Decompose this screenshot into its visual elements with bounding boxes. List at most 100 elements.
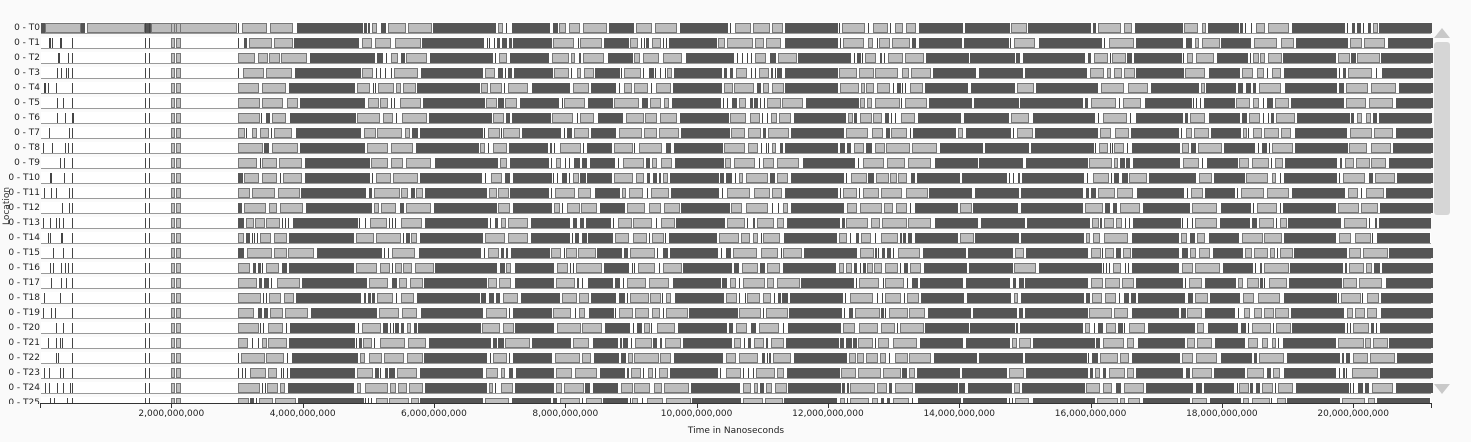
function-region[interactable] (262, 338, 268, 348)
busy-region[interactable] (553, 23, 559, 33)
function-region[interactable] (1357, 113, 1363, 123)
busy-region[interactable] (1397, 353, 1433, 363)
busy-region[interactable] (1267, 368, 1271, 378)
busy-region[interactable] (756, 83, 762, 93)
function-region[interactable] (1099, 143, 1109, 153)
busy-region[interactable] (424, 188, 488, 198)
busy-region[interactable] (1262, 143, 1267, 153)
busy-region[interactable] (1295, 383, 1349, 393)
busy-region[interactable] (420, 128, 483, 138)
function-region[interactable] (362, 338, 372, 348)
function-region[interactable] (269, 308, 283, 318)
function-region[interactable] (1275, 98, 1290, 108)
busy-region[interactable] (522, 128, 562, 138)
busy-region[interactable] (923, 248, 967, 258)
busy-region[interactable] (762, 128, 767, 138)
function-region[interactable] (487, 248, 499, 258)
busy-region[interactable] (788, 308, 842, 318)
event-mark[interactable] (281, 218, 283, 228)
function-region[interactable] (171, 173, 175, 183)
function-region[interactable] (743, 398, 764, 404)
busy-region[interactable] (965, 23, 1010, 33)
function-region[interactable] (904, 98, 927, 108)
busy-region[interactable] (1266, 98, 1273, 108)
function-region[interactable] (1343, 278, 1357, 288)
busy-region[interactable] (647, 173, 651, 183)
event-mark[interactable] (385, 53, 387, 63)
function-region[interactable] (176, 323, 181, 333)
event-mark[interactable] (577, 38, 579, 48)
function-region[interactable] (396, 83, 402, 93)
event-mark[interactable] (68, 188, 70, 198)
busy-region[interactable] (652, 338, 658, 348)
busy-region[interactable] (1284, 68, 1338, 78)
event-mark[interactable] (380, 368, 382, 378)
busy-region[interactable] (1239, 23, 1243, 33)
function-region[interactable] (651, 38, 662, 48)
busy-region[interactable] (553, 398, 558, 404)
busy-region[interactable] (1294, 248, 1348, 258)
function-region[interactable] (380, 263, 390, 273)
function-region[interactable] (1016, 83, 1035, 93)
busy-region[interactable] (679, 23, 729, 33)
function-region[interactable] (261, 83, 286, 93)
event-mark[interactable] (509, 353, 511, 363)
busy-region[interactable] (1100, 218, 1103, 228)
busy-region[interactable] (759, 263, 766, 273)
event-mark[interactable] (149, 53, 150, 63)
event-mark[interactable] (375, 68, 377, 78)
function-region[interactable] (171, 233, 175, 243)
function-region[interactable] (663, 263, 682, 273)
busy-region[interactable] (1221, 353, 1252, 363)
busy-region[interactable] (970, 323, 1015, 333)
event-mark[interactable] (766, 113, 768, 123)
function-region[interactable] (855, 308, 880, 318)
function-region[interactable] (859, 68, 874, 78)
busy-region[interactable] (1282, 338, 1336, 348)
function-region[interactable] (624, 68, 642, 78)
event-mark[interactable] (72, 368, 73, 378)
busy-region[interactable] (1025, 308, 1088, 318)
function-region[interactable] (730, 113, 747, 123)
function-region[interactable] (1236, 98, 1250, 108)
busy-region[interactable] (680, 113, 730, 123)
function-region[interactable] (578, 248, 596, 258)
function-region[interactable] (645, 113, 657, 123)
busy-region[interactable] (81, 23, 85, 33)
function-region[interactable] (1374, 173, 1395, 183)
busy-region[interactable] (750, 323, 757, 333)
function-region[interactable] (872, 398, 878, 404)
function-region[interactable] (1370, 143, 1392, 153)
busy-region[interactable] (970, 53, 1015, 63)
function-region[interactable] (644, 323, 650, 333)
event-mark[interactable] (1181, 218, 1183, 228)
event-mark[interactable] (1129, 218, 1131, 228)
busy-region[interactable] (531, 233, 570, 243)
event-mark[interactable] (1119, 293, 1121, 303)
function-region[interactable] (274, 233, 287, 243)
busy-region[interactable] (749, 98, 754, 108)
event-mark[interactable] (259, 158, 261, 168)
function-region[interactable] (1280, 38, 1295, 48)
busy-region[interactable] (494, 218, 498, 228)
busy-region[interactable] (1016, 323, 1019, 333)
busy-region[interactable] (572, 218, 578, 228)
event-mark[interactable] (67, 53, 69, 63)
busy-region[interactable] (531, 338, 571, 348)
busy-region[interactable] (879, 53, 882, 63)
function-region[interactable] (273, 38, 293, 48)
function-region[interactable] (171, 353, 175, 363)
busy-region[interactable] (881, 398, 885, 404)
busy-region[interactable] (1286, 353, 1340, 363)
busy-region[interactable] (760, 383, 765, 393)
busy-region[interactable] (662, 248, 669, 258)
function-region[interactable] (772, 143, 777, 153)
event-mark[interactable] (287, 368, 289, 378)
function-region[interactable] (633, 83, 648, 93)
busy-region[interactable] (504, 173, 510, 183)
function-region[interactable] (765, 398, 784, 404)
function-region[interactable] (618, 218, 632, 228)
event-mark[interactable] (1191, 218, 1193, 228)
function-region[interactable] (380, 338, 406, 348)
